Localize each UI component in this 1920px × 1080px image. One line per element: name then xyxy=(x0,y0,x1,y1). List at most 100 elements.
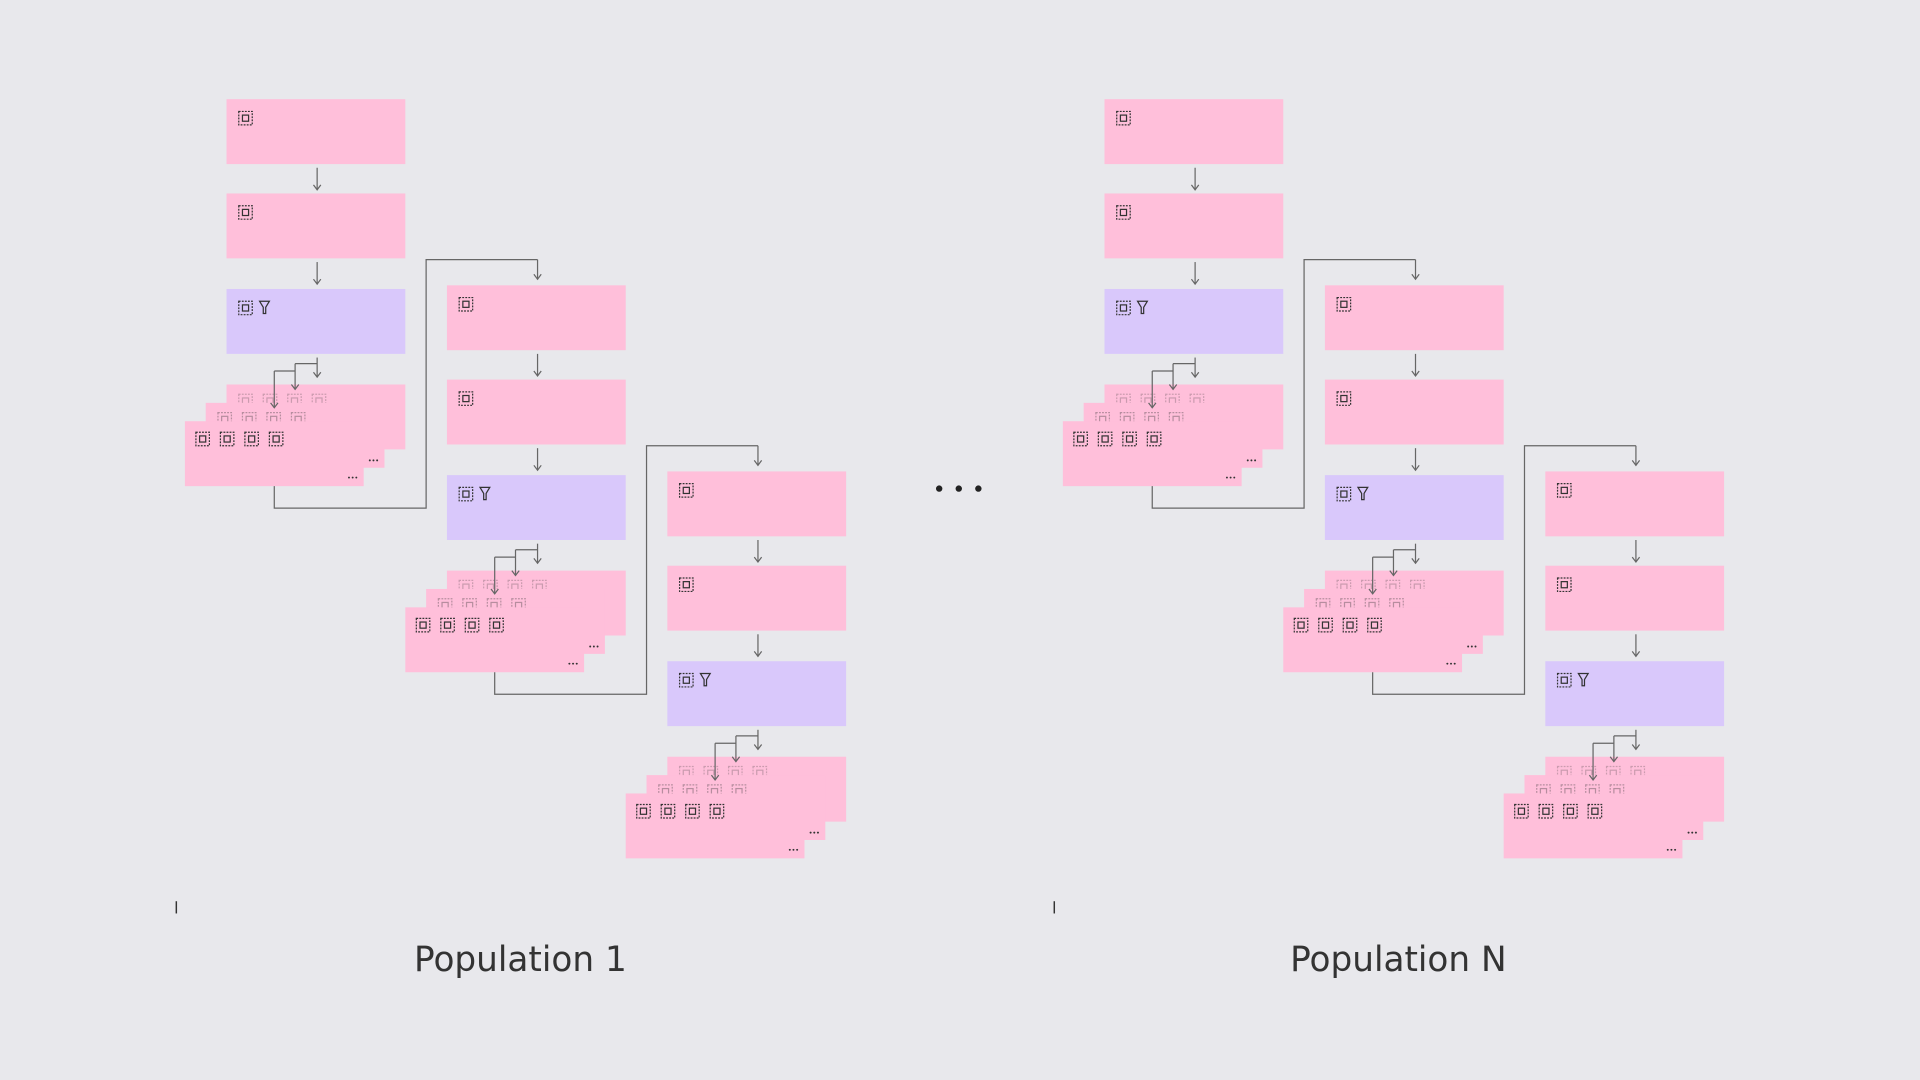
block xyxy=(1104,288,1284,354)
arrow-head xyxy=(1168,384,1178,391)
arrow-head xyxy=(270,402,279,409)
more-dot xyxy=(1687,831,1690,834)
chip-core xyxy=(1340,394,1348,403)
chip-core xyxy=(1340,490,1348,498)
chip-body xyxy=(1318,617,1333,633)
chip-core xyxy=(272,435,280,443)
chip-body xyxy=(678,577,694,593)
arrow-head xyxy=(312,278,322,286)
chip-icon xyxy=(268,431,284,447)
arrow-head xyxy=(1631,651,1641,658)
more-dot xyxy=(1453,662,1456,665)
more-dot xyxy=(1233,476,1236,479)
chip-core xyxy=(1125,435,1134,443)
chip-icon xyxy=(415,617,431,633)
chip-icon xyxy=(1563,803,1578,819)
block xyxy=(1545,471,1725,537)
chip-icon xyxy=(1367,617,1382,633)
arrow-head xyxy=(490,588,499,595)
chip-body xyxy=(1336,296,1352,312)
arrow-head xyxy=(1411,370,1420,377)
chip-icon xyxy=(709,803,725,819)
more-dot xyxy=(372,459,375,462)
more-dot xyxy=(368,459,371,462)
chip-core xyxy=(1566,807,1575,815)
chip-body xyxy=(1116,205,1131,220)
block xyxy=(226,193,406,259)
chip-icon xyxy=(1587,803,1603,819)
block xyxy=(184,421,364,487)
funnel-icon xyxy=(1356,486,1369,501)
more-dot xyxy=(348,476,350,479)
funnel-icon xyxy=(258,300,271,315)
chip-body xyxy=(268,431,284,447)
arrow-head xyxy=(710,774,720,782)
chip-core xyxy=(1321,621,1330,629)
chip-body xyxy=(238,205,253,220)
chip-core xyxy=(1370,621,1379,629)
chip-icon xyxy=(195,431,210,447)
arrow-head xyxy=(533,273,542,281)
chip-core xyxy=(1297,621,1305,629)
chip-core xyxy=(443,621,452,629)
chip-icon xyxy=(1556,483,1572,498)
chip-body xyxy=(678,672,694,688)
block xyxy=(667,565,847,631)
chip-body xyxy=(219,431,235,447)
chip-icon xyxy=(678,577,694,593)
arrow-head xyxy=(1609,756,1619,763)
chip-body xyxy=(1122,431,1137,447)
chip-icon xyxy=(458,296,474,312)
chip-core xyxy=(682,676,690,684)
more-dot xyxy=(575,662,578,665)
chip-body xyxy=(1336,486,1352,502)
ellipsis-dot xyxy=(955,485,962,492)
arrow-head xyxy=(1631,460,1641,467)
arrow-head xyxy=(1588,774,1598,782)
chip-body xyxy=(636,803,651,819)
chip-body xyxy=(1342,617,1358,633)
chip-icon xyxy=(1116,110,1131,126)
block xyxy=(1503,793,1683,859)
arrow-head xyxy=(1411,464,1420,472)
chip-body xyxy=(709,803,725,819)
more-dot xyxy=(1250,459,1253,462)
arrow-head xyxy=(1389,570,1398,577)
chip-icon xyxy=(1556,577,1572,593)
chip-body xyxy=(678,483,694,498)
chip-core xyxy=(1101,435,1109,443)
chip-icon xyxy=(1556,672,1572,688)
more-dot xyxy=(376,459,379,462)
more-dot xyxy=(572,662,575,665)
more-dot xyxy=(813,831,816,834)
more-dot xyxy=(1666,848,1669,851)
arrow-head xyxy=(1631,556,1641,564)
chip-core xyxy=(1517,807,1526,815)
arrow-head xyxy=(533,370,542,377)
more-dot xyxy=(796,848,799,851)
chip-core xyxy=(713,807,721,815)
chip-icon xyxy=(1122,431,1137,447)
chip-icon xyxy=(1514,803,1529,819)
connector xyxy=(1372,445,1636,695)
arrow-head xyxy=(1190,278,1200,286)
more-dot xyxy=(1694,831,1697,834)
chip-core xyxy=(1119,208,1128,217)
block xyxy=(405,607,585,673)
chip-core xyxy=(462,300,470,308)
chip-core xyxy=(468,621,476,629)
chip-core xyxy=(241,114,250,122)
block xyxy=(1324,285,1504,351)
chip-body xyxy=(1116,110,1131,126)
chip-body xyxy=(1556,672,1572,688)
more-dot xyxy=(1450,662,1452,665)
chip-body xyxy=(489,617,504,633)
chip-icon xyxy=(464,617,480,633)
chip-body xyxy=(1556,483,1572,498)
more-dot xyxy=(1674,848,1677,851)
chip-icon xyxy=(238,205,253,220)
chip-body xyxy=(464,617,480,633)
chip-core xyxy=(1340,300,1348,308)
chip-core xyxy=(462,490,470,498)
chip-body xyxy=(458,486,474,502)
